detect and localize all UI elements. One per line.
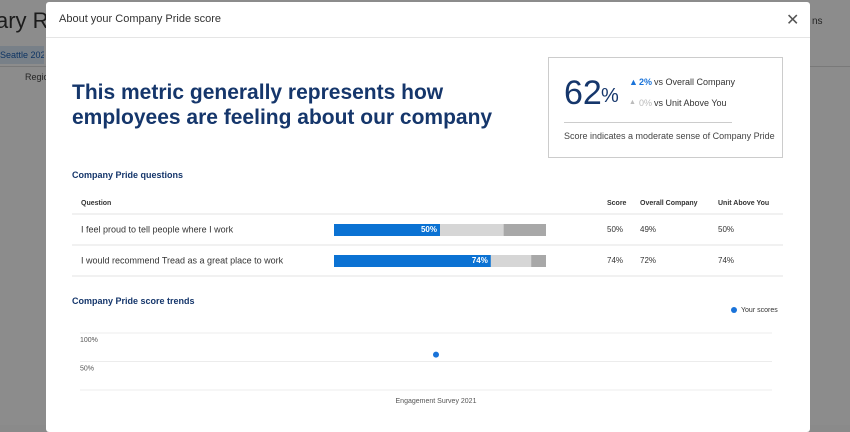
tab[interactable]: Regio	[25, 72, 49, 82]
delta: 0%	[639, 98, 653, 108]
bar-segment	[490, 255, 532, 267]
column-header: Unit Above You	[718, 200, 769, 207]
column-header: Overall Company	[640, 200, 698, 207]
section-title: Company Pride questions	[72, 170, 184, 180]
legend-label: Your scores	[741, 307, 778, 314]
score: 62	[564, 74, 602, 112]
score-unit: %	[601, 85, 619, 107]
unit-above: 74%	[718, 256, 734, 265]
delta-label: vs Overall Company	[654, 77, 736, 87]
column-header: Question	[81, 200, 111, 207]
bar-segment	[334, 224, 440, 236]
modal-graphics: Question Score Overall Company Unit Above Y…	[72, 200, 783, 405]
question: I feel proud to tell people where I work	[81, 224, 234, 234]
y-tick-label: 100%	[80, 337, 98, 344]
up-arrow: ▲	[629, 77, 638, 87]
score: 74%	[607, 256, 623, 265]
bar-segment	[334, 255, 491, 267]
modal-title: About your Company Pride score	[59, 13, 222, 25]
filter-chip[interactable]: Seattle 2021	[0, 46, 44, 64]
score: 50%	[607, 225, 623, 234]
bar-label: 74%	[472, 256, 488, 265]
toolbar-text[interactable]: ns	[812, 16, 823, 27]
delta: 2%	[639, 77, 653, 87]
score-card: 62 % ▲ 2% vs Overall Company ▲ 0% vs Uni…	[548, 57, 783, 158]
up-arrow: ▲	[629, 99, 636, 106]
data-point	[433, 351, 439, 358]
close-button[interactable]: ✕	[786, 12, 800, 29]
x-tick-label: Engagement Survey 2021	[396, 398, 477, 405]
bar-segment	[531, 255, 546, 267]
bar-segment	[503, 224, 546, 236]
divider	[46, 37, 810, 38]
headline: This metric generally represents how emp…	[72, 81, 493, 129]
column-header: Score	[607, 200, 627, 207]
overall: 49%	[640, 225, 656, 234]
score-note: Score indicates a moderate sense of Comp…	[564, 131, 775, 141]
modal: About your Company Pride score ✕ This me…	[46, 2, 810, 432]
y-tick-label: 50%	[80, 365, 94, 372]
divider	[564, 122, 732, 123]
overall: 72%	[640, 256, 656, 265]
unit-above: 50%	[718, 225, 734, 234]
bar-label: 50%	[421, 225, 437, 234]
delta-label: vs Unit Above You	[654, 98, 727, 108]
section-title: Company Pride score trends	[72, 296, 195, 306]
legend-marker	[731, 307, 737, 313]
bar-segment	[440, 224, 504, 236]
question: I would recommend Tread as a great place…	[81, 255, 284, 265]
